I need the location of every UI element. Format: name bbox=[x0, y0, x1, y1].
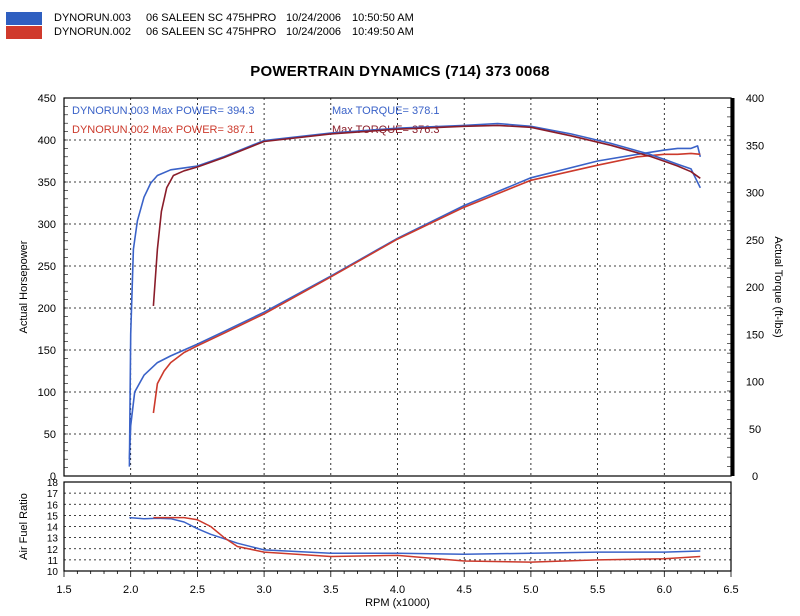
legend-vehicle: 06 SALEEN SC 475HPRO bbox=[146, 12, 277, 24]
rpm-tick-label: 5.0 bbox=[523, 584, 538, 596]
torque-line-2 bbox=[128, 122, 702, 467]
max-power-annotation-002: DYNORUN.002 Max POWER= 387.1 bbox=[72, 124, 254, 136]
rpm-tick-label: 4.5 bbox=[457, 584, 472, 596]
y-axis-label-hp: Actual Horsepower bbox=[18, 240, 30, 333]
legend-row-run-003: DYNORUN.003 06 SALEEN SC 475HPRO 10/24/2… bbox=[6, 11, 414, 25]
torque-tick-label: 250 bbox=[746, 235, 764, 247]
afr-tick-label: 15 bbox=[47, 511, 59, 522]
legend-swatch-red bbox=[6, 25, 42, 39]
torque-tick-label: 100 bbox=[746, 377, 764, 389]
afr-line-0 bbox=[129, 516, 701, 556]
rpm-tick-label: 2.0 bbox=[123, 584, 138, 596]
afr-tick-label: 17 bbox=[47, 489, 59, 500]
rpm-tick-label: 1.5 bbox=[56, 584, 71, 596]
hp-tick-label: 350 bbox=[38, 177, 56, 189]
torque-tick-label: 200 bbox=[746, 282, 764, 294]
torque-tick-label: 150 bbox=[746, 329, 764, 341]
hp-tick-label: 300 bbox=[38, 219, 56, 231]
torque-tick-label: 50 bbox=[749, 424, 761, 436]
horsepower-line-0 bbox=[128, 145, 702, 460]
chart-title: POWERTRAIN DYNAMICS (714) 373 0068 bbox=[250, 63, 550, 80]
hp-tick-label: 50 bbox=[44, 429, 56, 441]
y-axis-label-afr: Air Fuel Ratio bbox=[18, 493, 30, 560]
max-power-annotation-003: DYNORUN.003 Max POWER= 394.3 bbox=[72, 105, 254, 117]
rpm-tick-label: 5.5 bbox=[590, 584, 605, 596]
rpm-tick-label: 6.5 bbox=[723, 584, 738, 596]
rpm-tick-label: 6.0 bbox=[657, 584, 672, 596]
rpm-tick-label: 4.0 bbox=[390, 584, 405, 596]
afr-tick-label: 10 bbox=[47, 567, 59, 578]
afr-tick-label: 13 bbox=[47, 534, 59, 545]
x-axis-label-rpm: RPM (x1000) bbox=[365, 597, 430, 609]
max-torque-annotation-003: Max TORQUE= 378.1 bbox=[332, 105, 440, 117]
torque-tick-label: 300 bbox=[746, 188, 764, 200]
hp-tick-label: 450 bbox=[38, 93, 56, 105]
torque-line-3 bbox=[152, 124, 701, 306]
legend-time: 10:50:50 AM bbox=[352, 12, 414, 24]
legend-time: 10:49:50 AM bbox=[352, 26, 414, 38]
hp-tick-label: 150 bbox=[38, 345, 56, 357]
hp-tick-label: 200 bbox=[38, 303, 56, 315]
legend-swatch-blue bbox=[6, 11, 42, 25]
torque-tick-label: 400 bbox=[746, 93, 764, 105]
hp-tick-label: 0 bbox=[50, 471, 56, 483]
torque-tick-label: 0 bbox=[752, 471, 758, 483]
legend-date: 10/24/2006 bbox=[286, 26, 342, 38]
rpm-tick-label: 3.5 bbox=[323, 584, 338, 596]
hp-tick-label: 400 bbox=[38, 135, 56, 147]
legend-run-name: DYNORUN.002 bbox=[54, 26, 132, 38]
afr-tick-label: 18 bbox=[47, 478, 59, 489]
y-axis-label-torque: Actual Torque (ft-lbs) bbox=[772, 236, 784, 337]
rpm-tick-label: 2.5 bbox=[190, 584, 205, 596]
hp-tick-label: 250 bbox=[38, 261, 56, 273]
afr-line-1 bbox=[153, 516, 701, 563]
legend-run-name: DYNORUN.003 bbox=[54, 12, 132, 24]
afr-tick-label: 16 bbox=[47, 500, 59, 511]
afr-tick-label: 12 bbox=[47, 545, 59, 556]
power-panel-frame bbox=[63, 97, 732, 477]
legend-row-run-002: DYNORUN.002 06 SALEEN SC 475HPRO 10/24/2… bbox=[6, 25, 414, 39]
horsepower-line-1 bbox=[152, 152, 701, 414]
torque-tick-label: 350 bbox=[746, 140, 764, 152]
afr-tick-label: 14 bbox=[47, 523, 59, 534]
rpm-tick-label: 3.0 bbox=[256, 584, 271, 596]
afr-tick-label: 11 bbox=[48, 556, 59, 567]
hp-tick-label: 100 bbox=[38, 387, 56, 399]
legend-date: 10/24/2006 bbox=[286, 12, 342, 24]
legend-vehicle: 06 SALEEN SC 475HPRO bbox=[146, 26, 277, 38]
